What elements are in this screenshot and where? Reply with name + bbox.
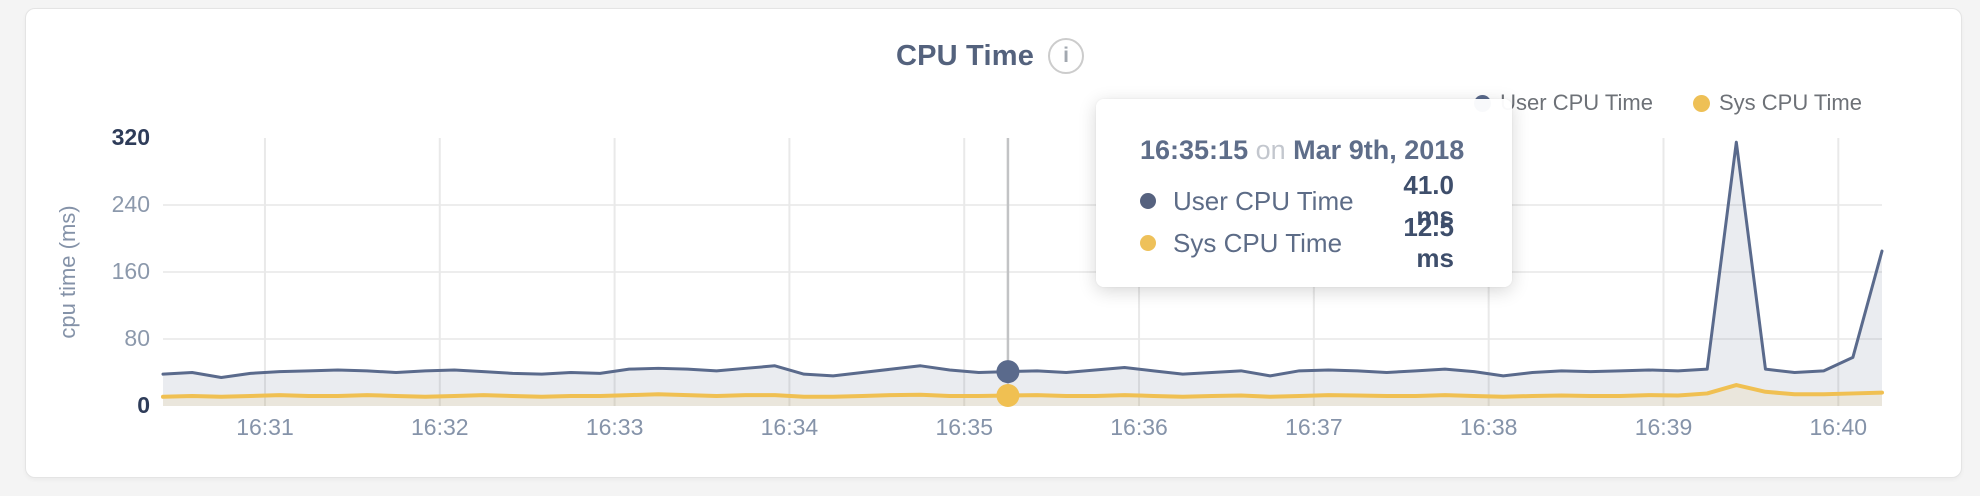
legend-dot-sys-icon — [1692, 94, 1710, 112]
legend-item-sys-cpu[interactable]: Sys CPU Time — [1692, 90, 1862, 116]
tooltip-row-sys: Sys CPU Time 12.5 ms — [1140, 212, 1454, 273]
tooltip-date: Mar 9th, 2018 — [1293, 135, 1465, 165]
x-tick-label: 16:37 — [1285, 414, 1343, 440]
x-tick-label: 16:40 — [1809, 414, 1868, 440]
sys-cpu-line — [161, 383, 1884, 399]
tooltip-connector: on — [1255, 135, 1286, 165]
tooltip-label-user: User CPU Time — [1173, 185, 1354, 216]
user-marker-dot — [996, 360, 1020, 384]
sys-series-dot-icon — [1140, 235, 1156, 251]
legend-label-sys: Sys CPU Time — [1718, 90, 1862, 115]
chart-title: CPU Time — [895, 39, 1035, 72]
x-tick-label: 16:39 — [1634, 414, 1693, 440]
y-tick-label: 0 — [137, 392, 150, 418]
info-icon[interactable]: i — [1048, 38, 1085, 74]
tooltip-value-user: 41.0 ms — [1403, 170, 1454, 231]
y-tick-label: 80 — [124, 325, 150, 351]
y-tick-label: 240 — [111, 191, 150, 217]
x-tick-label: 16:32 — [411, 414, 469, 440]
user-cpu-area — [163, 142, 1882, 406]
chart-header: CPU Time i — [0, 38, 1980, 74]
y-tick-label: 320 — [111, 124, 150, 150]
legend-label-user: User CPU Time — [1500, 90, 1653, 115]
y-tick-label: 160 — [111, 258, 150, 284]
tooltip-row-user: User CPU Time 41.0 ms — [1140, 170, 1454, 231]
legend: User CPU Time Sys CPU Time — [1474, 90, 1862, 116]
chart-card — [25, 8, 1962, 478]
tooltip-value-sys: 12.5 ms — [1403, 212, 1454, 273]
x-tick-label: 16:31 — [236, 414, 294, 440]
x-tick-label: 16:35 — [935, 414, 993, 440]
user-cpu-line — [161, 140, 1884, 380]
x-tick-label: 16:36 — [1110, 414, 1168, 440]
tooltip-header: 16:35:15 on Mar 9th, 2018 — [1140, 135, 1464, 166]
x-tick-label: 16:34 — [760, 414, 819, 440]
sys-marker-dot — [996, 384, 1020, 408]
x-tick-label: 16:33 — [585, 414, 644, 440]
x-tick-label: 16:38 — [1459, 414, 1518, 440]
user-series-dot-icon — [1140, 193, 1156, 209]
tooltip-time: 16:35:15 — [1140, 135, 1249, 165]
tooltip-label-sys: Sys CPU Time — [1173, 227, 1343, 258]
chart-tooltip: 16:35:15 on Mar 9th, 2018 User CPU Time … — [1096, 99, 1512, 287]
